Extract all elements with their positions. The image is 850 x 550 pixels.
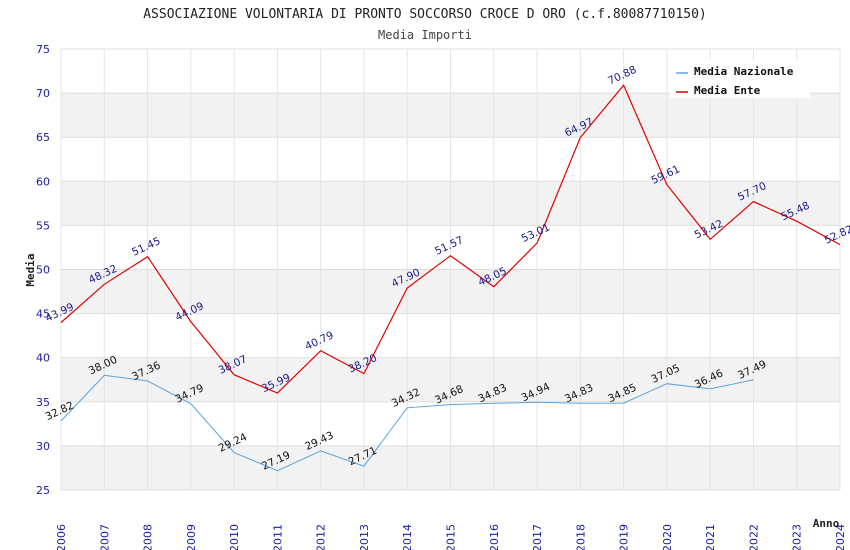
x-tick-label: 2019 xyxy=(618,524,631,550)
y-tick-label: 70 xyxy=(36,87,50,100)
y-axis-ticks: 25 30 35 40 45 50 55 60 65 70 75 xyxy=(36,43,50,497)
x-tick-label: 2017 xyxy=(531,524,544,550)
y-axis-label: Media xyxy=(24,253,37,286)
x-tick-label: 2021 xyxy=(704,524,717,550)
x-tick-label: 2020 xyxy=(661,524,674,550)
y-tick-label: 50 xyxy=(36,264,50,277)
plot-background xyxy=(60,48,841,491)
series-group xyxy=(60,84,841,472)
y-tick-label: 75 xyxy=(36,43,50,56)
series-line-media-nazionale xyxy=(60,374,754,472)
y-tick-label: 55 xyxy=(36,219,50,232)
x-tick-label: 2018 xyxy=(574,524,587,550)
x-tick-label: 2012 xyxy=(315,524,328,550)
x-axis-ticks: 2006 2007 2008 2009 2010 2011 2012 2013 2014 2015… xyxy=(55,524,847,550)
x-tick-label: 2011 xyxy=(271,524,284,550)
x-tick-label: 2007 xyxy=(98,524,111,550)
chart-title: ASSOCIAZIONE VOLONTARIA DI PRONTO SOCCOR… xyxy=(143,7,707,22)
x-tick-label: 2014 xyxy=(401,524,414,550)
y-tick-label: 45 xyxy=(36,308,50,321)
legend: Media Nazionale Media Ente xyxy=(670,60,810,98)
y-tick-label: 30 xyxy=(36,440,50,453)
y-tick-label: 60 xyxy=(36,175,50,188)
x-tick-label: 2008 xyxy=(142,524,155,550)
x-tick-label: 2022 xyxy=(747,524,760,550)
legend-entry-media-nazionale: Media Nazionale xyxy=(694,65,794,78)
y-tick-label: 40 xyxy=(36,352,50,365)
x-tick-label: 2015 xyxy=(445,524,458,550)
y-tick-label: 25 xyxy=(36,484,50,497)
x-tick-label: 2024 xyxy=(834,524,847,550)
x-tick-label: 2013 xyxy=(358,524,371,550)
x-axis-label: Anno xyxy=(813,517,840,530)
x-tick-label: 2010 xyxy=(228,524,241,550)
x-tick-label: 2006 xyxy=(55,524,68,550)
x-tick-label: 2009 xyxy=(185,524,198,550)
y-tick-label: 35 xyxy=(36,396,50,409)
legend-box xyxy=(670,60,810,98)
x-tick-label: 2023 xyxy=(791,524,804,550)
series-line-media-ente xyxy=(60,84,841,394)
chart-subtitle: Media Importi xyxy=(378,28,472,42)
x-tick-label: 2016 xyxy=(488,524,501,550)
y-tick-label: 65 xyxy=(36,131,50,144)
legend-entry-media-ente: Media Ente xyxy=(694,84,761,97)
